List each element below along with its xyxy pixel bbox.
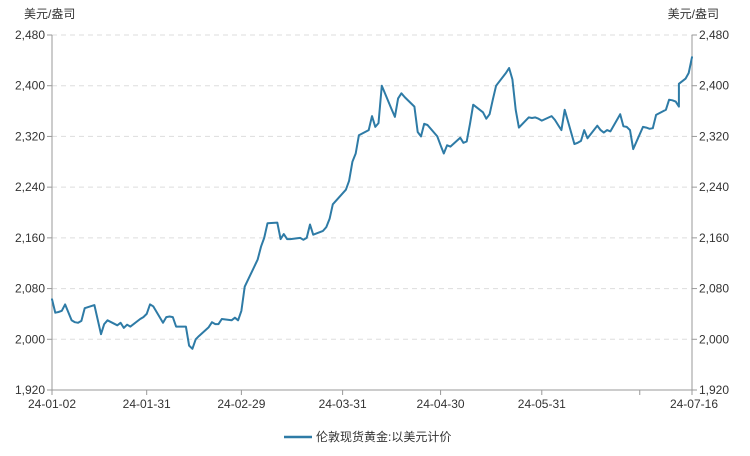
- y-tick-label-right: 2,400: [699, 79, 729, 93]
- y-tick-label-left: 2,320: [15, 129, 45, 143]
- x-tick-label: 24-02-29: [217, 397, 265, 411]
- y-tick-label-left: 2,080: [15, 282, 45, 296]
- y-tick-label-right: 1,920: [699, 383, 729, 397]
- series-line: [51, 56, 693, 350]
- x-tick-label: 24-03-31: [319, 397, 367, 411]
- y-tick-label-left: 2,160: [15, 231, 45, 245]
- y-tick-label-right: 2,320: [699, 129, 729, 143]
- y-tick-label-left: 2,400: [15, 79, 45, 93]
- y-tick-label-left: 2,240: [15, 180, 45, 194]
- y-unit-label-right: 美元/盎司: [668, 7, 719, 21]
- y-tick-label-left: 2,000: [15, 332, 45, 346]
- y-tick-label-right: 2,080: [699, 282, 729, 296]
- grid-lines: [47, 34, 697, 395]
- y-tick-label-right: 2,240: [699, 180, 729, 194]
- x-tick-label: 24-05-31: [518, 397, 566, 411]
- x-tick-label: 24-04-30: [417, 397, 465, 411]
- y-tick-label-right: 2,160: [699, 231, 729, 245]
- tick-labels: 1,920 1,920 2,000 2,000 2,080 2,080 2,160 2,160…: [15, 28, 729, 411]
- x-tick-label: 24-01-31: [123, 397, 171, 411]
- y-tick-label-left: 2,480: [15, 28, 45, 42]
- y-tick-label-right: 2,000: [699, 332, 729, 346]
- axes: [51, 35, 693, 391]
- y-tick-label-left: 1,920: [15, 383, 45, 397]
- x-tick-label: 24-01-02: [28, 397, 76, 411]
- series-layer: [51, 56, 693, 350]
- y-tick-label-right: 2,480: [699, 28, 729, 42]
- y-unit-label-left: 美元/盎司: [24, 7, 75, 21]
- legend[interactable]: 伦敦现货黄金:以美元计价: [284, 429, 451, 444]
- x-tick-label: 24-07-16: [670, 397, 718, 411]
- legend-label: 伦敦现货黄金:以美元计价: [316, 429, 451, 444]
